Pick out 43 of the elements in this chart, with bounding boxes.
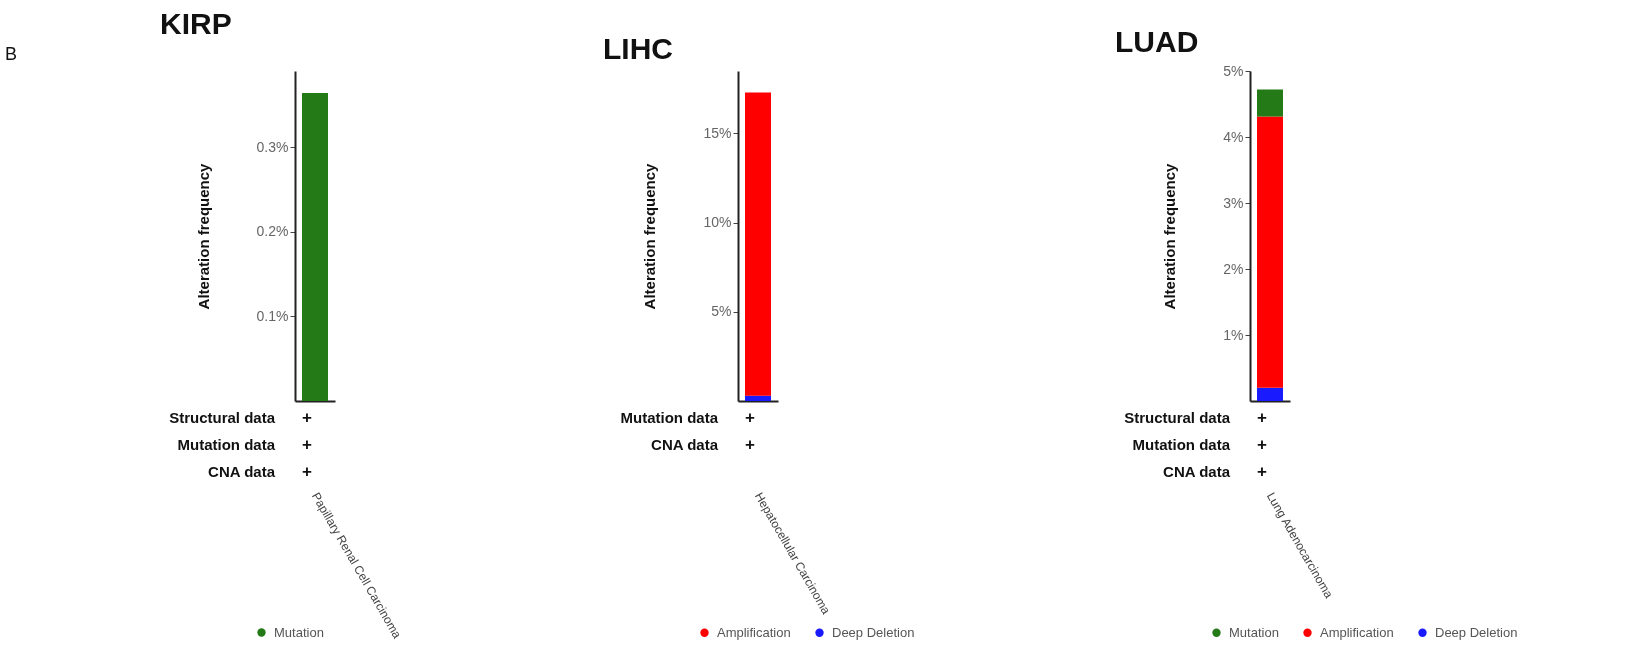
legend-label: Mutation [1229, 624, 1279, 640]
y-tick-label: 1% [1223, 326, 1244, 343]
y-tick-label: 15% [703, 124, 732, 141]
y-tick-label: 2% [1223, 260, 1244, 277]
text: + [302, 408, 313, 427]
bar [1257, 89, 1283, 117]
y-tick-label: 4% [1223, 128, 1244, 145]
y-tick-label: 5% [1223, 62, 1244, 79]
y-tick-label: 0.1% [256, 307, 289, 324]
text: B [5, 44, 18, 64]
chart-title: LIHC [603, 32, 673, 65]
chart-title: KIRP [160, 7, 232, 40]
text: CNA data [651, 436, 719, 453]
bar [1257, 387, 1283, 401]
y-tick-label: 0.3% [256, 138, 289, 155]
y-tick-label: 3% [1223, 194, 1244, 211]
legend-label: Amplification [1320, 624, 1394, 640]
text: + [745, 408, 756, 427]
y-axis-title: Alteration frequency [1161, 162, 1179, 310]
legend-label: Deep Deletion [832, 624, 915, 640]
text: CNA data [208, 463, 276, 480]
text: + [1257, 435, 1268, 454]
text: Structural data [169, 409, 276, 426]
text: Mutation data [620, 409, 719, 426]
legend-label: Mutation [274, 624, 324, 640]
y-tick-label: 5% [711, 303, 732, 320]
y-tick-label: 0.2% [256, 223, 289, 240]
text: CNA data [1163, 463, 1231, 480]
text: Mutation data [177, 436, 276, 453]
text: + [302, 462, 313, 481]
y-axis-title: Alteration frequency [194, 162, 212, 310]
legend-label: Deep Deletion [1435, 624, 1518, 640]
chart-title: LUAD [1115, 25, 1199, 58]
text: + [302, 435, 313, 454]
y-tick-label: 10% [703, 214, 732, 231]
text: Mutation data [1132, 436, 1231, 453]
text: + [745, 435, 756, 454]
text: + [1257, 462, 1268, 481]
legend-label: Amplification [717, 624, 791, 640]
text: + [1257, 408, 1268, 427]
text: Structural data [1124, 409, 1231, 426]
bar [1257, 116, 1283, 388]
y-axis-title: Alteration frequency [641, 162, 659, 310]
